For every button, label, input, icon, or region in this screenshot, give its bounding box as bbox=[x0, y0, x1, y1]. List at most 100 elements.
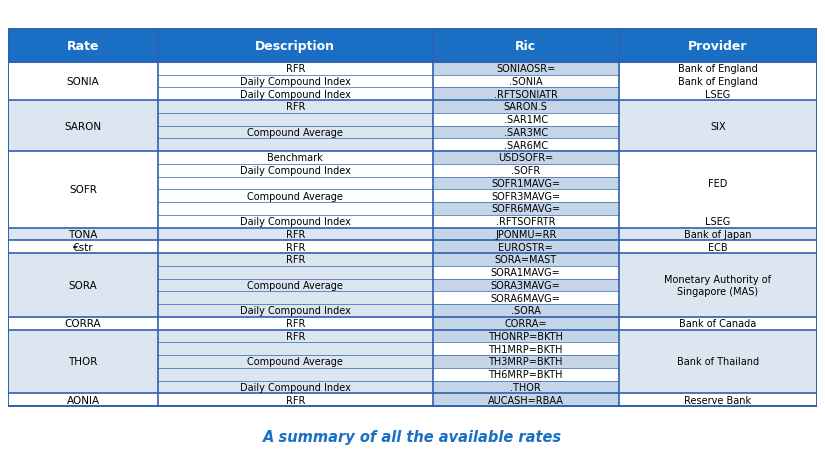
Text: RFR: RFR bbox=[285, 102, 305, 112]
Text: RFR: RFR bbox=[285, 319, 305, 328]
Bar bbox=[433, 343, 619, 355]
Bar bbox=[433, 152, 619, 164]
Bar bbox=[433, 394, 619, 406]
Text: Daily Compound Index: Daily Compound Index bbox=[240, 382, 351, 392]
Text: Compound Average: Compound Average bbox=[248, 128, 343, 138]
Bar bbox=[433, 228, 619, 241]
Text: SORA: SORA bbox=[68, 280, 97, 290]
Text: .RFTSOFRTR: .RFTSOFRTR bbox=[496, 217, 555, 227]
Text: RFR: RFR bbox=[285, 331, 305, 341]
Text: TH1MRP=BKTH: TH1MRP=BKTH bbox=[488, 344, 563, 354]
Text: SONIA: SONIA bbox=[67, 77, 99, 87]
Bar bbox=[8, 228, 817, 241]
Bar bbox=[433, 381, 619, 394]
Text: SOFR6MAVG=: SOFR6MAVG= bbox=[491, 204, 560, 214]
Text: LSEG: LSEG bbox=[705, 217, 730, 227]
Text: SORA6MAVG=: SORA6MAVG= bbox=[491, 293, 560, 303]
Text: Daily Compound Index: Daily Compound Index bbox=[240, 89, 351, 100]
Text: USDSOFR=: USDSOFR= bbox=[498, 153, 554, 163]
Text: SOFR1MAVG=: SOFR1MAVG= bbox=[491, 179, 560, 188]
Bar bbox=[433, 266, 619, 279]
Text: THONRP=BKTH: THONRP=BKTH bbox=[488, 331, 563, 341]
Bar bbox=[433, 164, 619, 177]
Bar bbox=[8, 30, 817, 63]
Text: Daily Compound Index: Daily Compound Index bbox=[240, 166, 351, 176]
Text: Compound Average: Compound Average bbox=[248, 191, 343, 201]
Text: A summary of all the available rates: A summary of all the available rates bbox=[263, 429, 562, 444]
Bar bbox=[433, 279, 619, 292]
Bar bbox=[433, 317, 619, 330]
Text: Bank of Thailand: Bank of Thailand bbox=[676, 357, 759, 367]
Text: RFR: RFR bbox=[285, 64, 305, 74]
Text: LSEG: LSEG bbox=[705, 89, 730, 100]
Text: RFR: RFR bbox=[285, 395, 305, 405]
Bar bbox=[8, 101, 817, 152]
Text: .THOR: .THOR bbox=[511, 382, 541, 392]
Text: Compound Average: Compound Average bbox=[248, 280, 343, 290]
Bar bbox=[433, 368, 619, 381]
Text: .SAR6MC: .SAR6MC bbox=[503, 140, 548, 150]
Text: Rate: Rate bbox=[67, 40, 99, 53]
Text: TH3MRP=BKTH: TH3MRP=BKTH bbox=[488, 357, 563, 367]
Text: Description: Description bbox=[255, 40, 335, 53]
Text: €str: €str bbox=[73, 242, 93, 252]
Text: RFR: RFR bbox=[285, 230, 305, 239]
Text: ECB: ECB bbox=[708, 242, 728, 252]
Text: Daily Compound Index: Daily Compound Index bbox=[240, 217, 351, 227]
Bar bbox=[433, 113, 619, 126]
Bar bbox=[8, 30, 817, 406]
Text: TONA: TONA bbox=[68, 230, 97, 239]
Bar bbox=[8, 330, 817, 394]
Bar bbox=[433, 254, 619, 266]
Text: Ric: Ric bbox=[515, 40, 536, 53]
Text: Benchmark: Benchmark bbox=[267, 153, 323, 163]
Text: THOR: THOR bbox=[68, 357, 97, 367]
Bar bbox=[433, 75, 619, 88]
Bar bbox=[433, 63, 619, 75]
Text: SORA1MAVG=: SORA1MAVG= bbox=[491, 268, 560, 278]
Text: .SONIA: .SONIA bbox=[509, 77, 543, 87]
Text: Monetary Authority of
Singapore (MAS): Monetary Authority of Singapore (MAS) bbox=[664, 274, 771, 296]
Text: TH6MRP=BKTH: TH6MRP=BKTH bbox=[488, 369, 563, 379]
Text: AUCASH=RBAA: AUCASH=RBAA bbox=[488, 395, 563, 405]
Bar bbox=[433, 126, 619, 139]
Bar bbox=[433, 304, 619, 317]
Text: Bank of Japan: Bank of Japan bbox=[684, 230, 752, 239]
Text: .SAR1MC: .SAR1MC bbox=[503, 115, 548, 125]
Text: CORRA: CORRA bbox=[64, 319, 101, 328]
Bar bbox=[433, 355, 619, 368]
Text: SORA=MAST: SORA=MAST bbox=[495, 255, 557, 265]
Bar bbox=[433, 203, 619, 215]
Text: EUROSTR=: EUROSTR= bbox=[498, 242, 553, 252]
Text: CORRA=: CORRA= bbox=[504, 319, 547, 328]
Text: FED: FED bbox=[708, 179, 728, 188]
Bar bbox=[433, 292, 619, 304]
Text: .SAR3MC: .SAR3MC bbox=[503, 128, 548, 138]
Text: SORA3MAVG=: SORA3MAVG= bbox=[491, 280, 560, 290]
Text: Bank of England: Bank of England bbox=[678, 64, 757, 74]
Text: SARON: SARON bbox=[64, 121, 101, 131]
Text: Compound Average: Compound Average bbox=[248, 357, 343, 367]
Text: AONIA: AONIA bbox=[67, 395, 100, 405]
Text: Bank of Canada: Bank of Canada bbox=[679, 319, 757, 328]
Text: SONIAOSR=: SONIAOSR= bbox=[496, 64, 555, 74]
Text: Daily Compound Index: Daily Compound Index bbox=[240, 77, 351, 87]
Text: SIX: SIX bbox=[710, 121, 725, 131]
Text: Bank of England: Bank of England bbox=[678, 77, 757, 87]
Bar bbox=[433, 88, 619, 101]
Bar bbox=[433, 215, 619, 228]
Text: .SOFR: .SOFR bbox=[511, 166, 540, 176]
Text: SOFR: SOFR bbox=[69, 185, 97, 195]
Bar bbox=[433, 101, 619, 113]
Bar bbox=[433, 139, 619, 152]
Text: SOFR3MAVG=: SOFR3MAVG= bbox=[491, 191, 560, 201]
Text: Reserve Bank: Reserve Bank bbox=[684, 395, 752, 405]
Text: SARON.S: SARON.S bbox=[504, 102, 548, 112]
Text: RFR: RFR bbox=[285, 242, 305, 252]
Text: RFR: RFR bbox=[285, 255, 305, 265]
Bar bbox=[433, 177, 619, 190]
Text: Daily Compound Index: Daily Compound Index bbox=[240, 306, 351, 316]
Text: .RFTSONIATR: .RFTSONIATR bbox=[493, 89, 558, 100]
Text: JPONMU=RR: JPONMU=RR bbox=[495, 230, 556, 239]
Bar bbox=[433, 241, 619, 254]
